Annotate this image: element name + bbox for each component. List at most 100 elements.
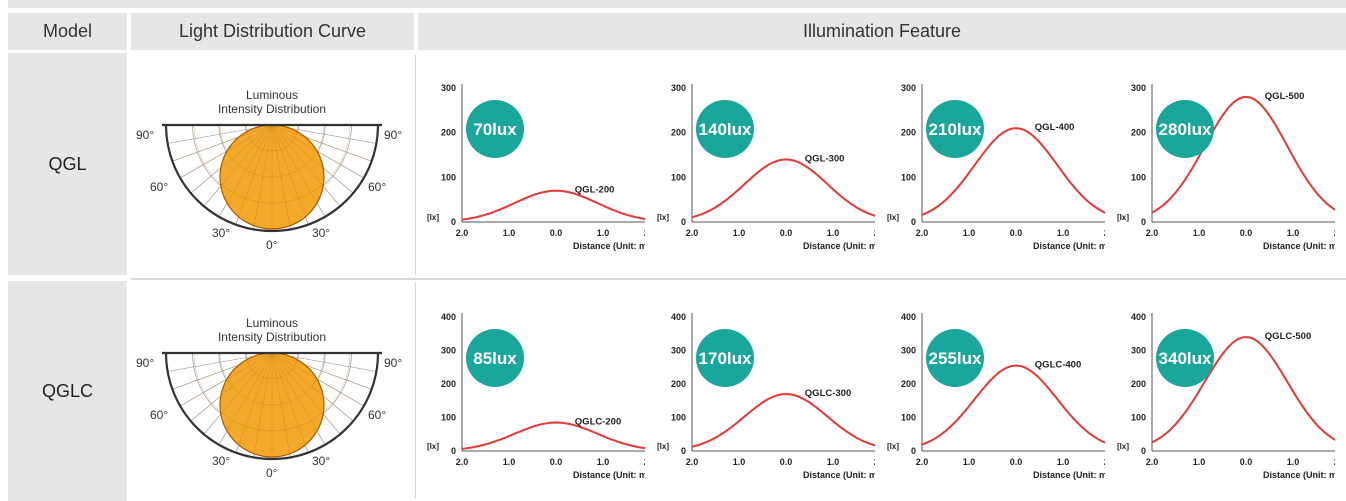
lux-badge xyxy=(1156,329,1214,387)
x-tick-label: 2.0 xyxy=(1146,457,1159,467)
y-tick-label: 400 xyxy=(901,312,916,322)
x-tick-label: 2.0 xyxy=(644,228,645,238)
series-label: QGL-500 xyxy=(1265,91,1305,102)
polar-title: Intensity Distribution xyxy=(218,330,326,344)
x-tick-label: 1.0 xyxy=(1057,228,1070,238)
y-tick-label: 100 xyxy=(901,172,916,182)
y-tick-label: 200 xyxy=(1131,379,1146,389)
x-tick-label: 2.0 xyxy=(874,457,875,467)
column-divider xyxy=(415,282,416,498)
x-tick-label: 1.0 xyxy=(1057,457,1070,467)
y-tick-label: 300 xyxy=(441,346,456,356)
angle-label: 60° xyxy=(368,180,386,194)
lux-badge xyxy=(1156,100,1214,158)
chart-svg: 0 100 200 300 [lx] 2.0 1.0 0.0 1.0 2.0 Distance (U… xyxy=(427,83,656,251)
x-tick-label: 0.0 xyxy=(1010,228,1023,238)
x-tick-label: 2.0 xyxy=(456,228,469,238)
lux-badge xyxy=(696,100,754,158)
x-tick-label: 0.0 xyxy=(550,228,563,238)
y-tick-label: 300 xyxy=(671,83,686,93)
x-tick-label: 1.0 xyxy=(597,457,610,467)
x-tick-label: 1.0 xyxy=(1193,457,1206,467)
chart-svg: 0 100 200 300 400 [lx] 2.0 1.0 0.0 1.0 2.0 Distance… xyxy=(427,312,656,480)
series-label: QGL-200 xyxy=(575,185,615,196)
y-tick-label: 200 xyxy=(1131,128,1146,138)
illuminance-curve xyxy=(921,364,1111,446)
light-distribution-curve: Luminous Intensity Distribution 90° 90° 60° 6… xyxy=(132,301,412,491)
column-divider xyxy=(415,55,416,275)
x-axis-label: Distance (Unit: m) xyxy=(573,241,645,251)
lux-badge-label: 70lux xyxy=(473,120,517,139)
angle-label: 60° xyxy=(150,180,168,194)
y-axis-label: [lx] xyxy=(427,213,439,222)
x-tick-label: 0.0 xyxy=(1240,228,1253,238)
chart-svg: 0 100 200 300 400 [lx] 2.0 1.0 0.0 1.0 2.0 Distance… xyxy=(657,312,886,480)
y-axis-label: [lx] xyxy=(887,442,899,451)
y-axis-label: [lx] xyxy=(657,442,669,451)
illuminance-curve xyxy=(1151,336,1341,444)
top-bar xyxy=(8,0,1346,8)
x-axis-label: Distance (Unit: m) xyxy=(803,241,875,251)
lux-badge-label: 170lux xyxy=(699,349,752,368)
lux-badge xyxy=(466,100,524,158)
y-axis-label: [lx] xyxy=(1117,213,1129,222)
y-tick-label: 200 xyxy=(671,379,686,389)
y-tick-label: 300 xyxy=(901,346,916,356)
illuminance-chart: 0 100 200 300 [lx] 2.0 1.0 0.0 1.0 2.0 Distance (U… xyxy=(651,72,886,262)
x-tick-label: 1.0 xyxy=(963,228,976,238)
x-tick-label: 2.0 xyxy=(916,457,929,467)
series-label: QGLC-400 xyxy=(1035,360,1081,371)
x-tick-label: 2.0 xyxy=(686,457,699,467)
lux-badge-label: 85lux xyxy=(473,349,517,368)
y-tick-label: 300 xyxy=(671,346,686,356)
x-axis-label: Distance (Unit: m) xyxy=(1263,470,1335,480)
angle-label: 30° xyxy=(212,454,230,468)
y-axis-label: [lx] xyxy=(657,213,669,222)
y-tick-label: 300 xyxy=(441,83,456,93)
angle-label: 0° xyxy=(266,238,278,252)
x-tick-label: 1.0 xyxy=(733,228,746,238)
y-tick-label: 300 xyxy=(901,83,916,93)
x-tick-label: 1.0 xyxy=(827,457,840,467)
angle-label: 90° xyxy=(384,356,402,370)
light-distribution-curve: Luminous Intensity Distribution 90° 90° 60° 6… xyxy=(132,73,412,263)
series-label: QGL-300 xyxy=(805,153,845,164)
y-tick-label: 100 xyxy=(671,172,686,182)
lux-badge-label: 140lux xyxy=(699,120,752,139)
angle-label: 60° xyxy=(368,408,386,422)
x-tick-label: 1.0 xyxy=(597,228,610,238)
y-tick-label: 100 xyxy=(441,172,456,182)
angle-label: 90° xyxy=(136,128,154,142)
y-tick-label: 0 xyxy=(451,217,456,227)
y-tick-label: 400 xyxy=(1131,312,1146,322)
illuminance-chart: 0 100 200 300 400 [lx] 2.0 1.0 0.0 1.0 2.0 Distance… xyxy=(881,301,1116,491)
x-tick-label: 2.0 xyxy=(916,228,929,238)
header-light-distribution-curve: Light Distribution Curve xyxy=(131,13,414,50)
series-label: QGLC-300 xyxy=(805,388,851,399)
y-tick-label: 100 xyxy=(1131,413,1146,423)
series-label: QGLC-200 xyxy=(575,417,621,428)
y-tick-label: 200 xyxy=(901,379,916,389)
illuminance-chart: 0 100 200 300 400 [lx] 2.0 1.0 0.0 1.0 2.0 Distance… xyxy=(1111,301,1346,491)
series-label: QGL-400 xyxy=(1035,122,1075,133)
lux-badge xyxy=(926,329,984,387)
x-tick-label: 2.0 xyxy=(1334,457,1335,467)
illuminance-curve xyxy=(1151,95,1341,214)
angle-label: 30° xyxy=(312,226,330,240)
chart-svg: 0 100 200 300 [lx] 2.0 1.0 0.0 1.0 2.0 Distance (U… xyxy=(657,83,886,251)
y-tick-label: 100 xyxy=(671,413,686,423)
y-axis-label: [lx] xyxy=(1117,442,1129,451)
x-axis-label: Distance (Unit: m) xyxy=(1263,241,1335,251)
row-label-model: QGLC xyxy=(8,281,127,501)
polar-outline xyxy=(164,352,380,461)
angle-label: 30° xyxy=(312,454,330,468)
polar-outline xyxy=(164,124,380,233)
x-tick-label: 0.0 xyxy=(1010,457,1023,467)
y-tick-label: 200 xyxy=(441,379,456,389)
y-tick-label: 200 xyxy=(901,128,916,138)
y-tick-label: 0 xyxy=(911,446,916,456)
y-tick-label: 0 xyxy=(1141,217,1146,227)
illuminance-chart: 0 100 200 300 [lx] 2.0 1.0 0.0 1.0 2.0 Distance (U… xyxy=(1111,72,1346,262)
